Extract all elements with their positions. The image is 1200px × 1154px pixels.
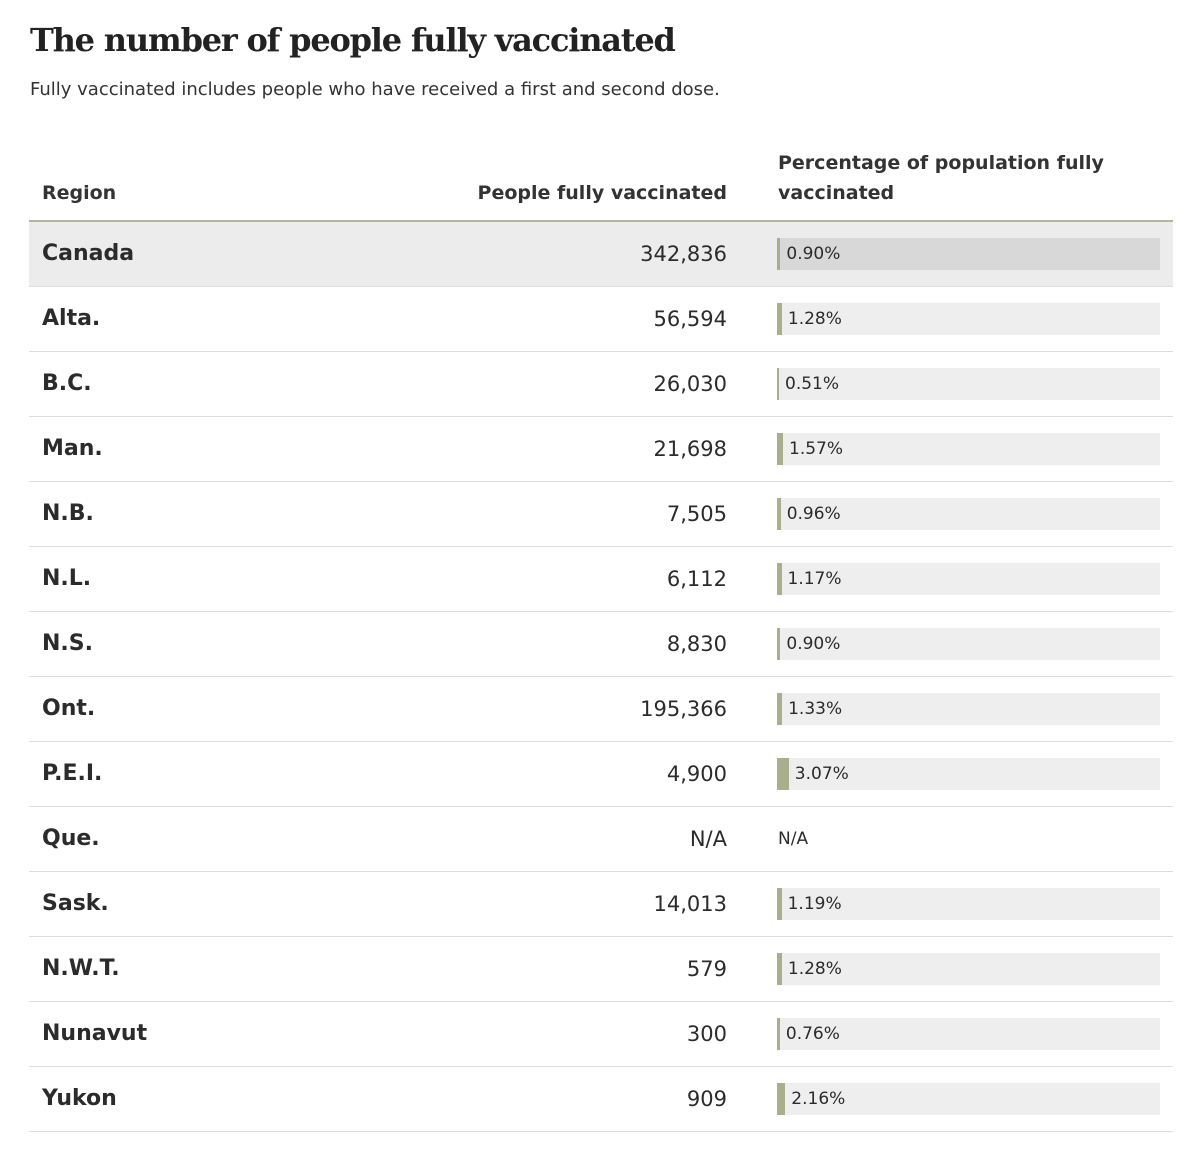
vaccination-table: Region People fully vaccinated Percentag… <box>29 140 1173 1132</box>
vaccinated-count: N/A <box>689 827 727 851</box>
region-name: Nunavut <box>42 1021 148 1046</box>
percentage-label: 1.57% <box>789 439 844 459</box>
percentage-bar-track: 0.90% <box>777 238 1160 270</box>
percentage-label: 1.28% <box>787 309 842 329</box>
percentage-bar <box>777 1083 786 1115</box>
percentage-label: 0.90% <box>786 634 841 654</box>
vaccinated-count: 14,013 <box>653 892 727 916</box>
vaccinated-count: 195,366 <box>640 697 727 721</box>
percentage-bar-track: 2.16% <box>777 1083 1160 1115</box>
percentage-label: 3.07% <box>794 764 849 784</box>
table-row: Que. N/A N/A <box>29 807 1173 872</box>
region-name: Que. <box>42 826 100 851</box>
region-name: B.C. <box>42 371 92 396</box>
region-name: Alta. <box>42 306 101 331</box>
percentage-bar <box>777 628 781 660</box>
region-name: Man. <box>42 436 103 461</box>
percentage-bar-track: 1.57% <box>777 433 1160 465</box>
table-row: Sask. 14,013 1.19% <box>29 872 1173 937</box>
vaccinated-count: 26,030 <box>653 372 727 396</box>
region-name: N.L. <box>42 566 92 591</box>
table-body: Canada 342,836 0.90% Alta. 56,594 1.28% B.C. 26… <box>29 222 1173 1132</box>
vaccinated-count: 7,505 <box>666 502 727 526</box>
vaccinated-count: 8,830 <box>666 632 727 656</box>
chart-title: The number of people fully vaccinated <box>30 21 676 59</box>
vaccinated-count: 4,900 <box>666 762 727 786</box>
table-row: P.E.I. 4,900 3.07% <box>29 742 1173 807</box>
table-row: Ont. 195,366 1.33% <box>29 677 1173 742</box>
vaccinated-count: 342,836 <box>640 242 727 266</box>
region-name: Yukon <box>42 1086 117 1111</box>
region-name: N.B. <box>42 501 94 526</box>
region-name: Canada <box>42 241 135 266</box>
percentage-bar <box>777 1018 780 1050</box>
percentage-bar-track: 1.19% <box>777 888 1160 920</box>
percentage-bar-track: 0.96% <box>777 498 1160 530</box>
header-people-fully-vaccinated: People fully vaccinated <box>477 182 727 204</box>
percentage-bar-track: 1.28% <box>777 953 1160 985</box>
vaccinated-count: 579 <box>686 957 727 981</box>
percentage-label: 0.90% <box>786 244 841 264</box>
table-row: Canada 342,836 0.90% <box>29 222 1173 287</box>
region-name: P.E.I. <box>42 761 103 786</box>
region-name: Ont. <box>42 696 96 721</box>
table-row: Man. 21,698 1.57% <box>29 417 1173 482</box>
percentage-bar <box>777 563 782 595</box>
vaccinated-count: 56,594 <box>653 307 727 331</box>
percentage-bar-track: 1.28% <box>777 303 1160 335</box>
region-name: Sask. <box>42 891 109 916</box>
percentage-label: 0.96% <box>786 504 841 524</box>
header-percentage-fully-vaccinated: Percentage of population fully vaccinate… <box>778 152 1104 204</box>
table-row: N.L. 6,112 1.17% <box>29 547 1173 612</box>
vaccinated-count: 300 <box>686 1022 727 1046</box>
percentage-bar-track: 0.90% <box>777 628 1160 660</box>
region-name: N.S. <box>42 631 93 656</box>
table-row: N.S. 8,830 0.90% <box>29 612 1173 677</box>
percentage-bar <box>777 433 783 465</box>
percentage-bar <box>777 693 783 725</box>
percentage-label: 2.16% <box>791 1089 846 1109</box>
table-row: Alta. 56,594 1.28% <box>29 287 1173 352</box>
percentage-bar <box>777 953 782 985</box>
table-row: B.C. 26,030 0.51% <box>29 352 1173 417</box>
percentage-label: 1.28% <box>787 959 842 979</box>
percentage-label: N/A <box>778 829 809 849</box>
percentage-bar <box>777 303 782 335</box>
percentage-bar <box>777 758 789 790</box>
percentage-bar <box>777 368 779 400</box>
table-row: N.W.T. 579 1.28% <box>29 937 1173 1002</box>
chart-subtitle: Fully vaccinated includes people who hav… <box>30 79 720 100</box>
table-row: Nunavut 300 0.76% <box>29 1002 1173 1067</box>
percentage-label: 0.76% <box>785 1024 840 1044</box>
percentage-bar <box>777 888 782 920</box>
vaccinated-count: 909 <box>686 1087 727 1111</box>
percentage-bar-track: 1.17% <box>777 563 1160 595</box>
percentage-label: 1.33% <box>788 699 843 719</box>
percentage-bar-track: 3.07% <box>777 758 1160 790</box>
table-row: Yukon 909 2.16% <box>29 1067 1173 1132</box>
percentage-bar <box>777 238 781 270</box>
percentage-bar-track: 0.51% <box>777 368 1160 400</box>
table-header: Region People fully vaccinated Percentag… <box>29 140 1173 222</box>
percentage-label: 1.17% <box>787 569 842 589</box>
header-region: Region <box>42 182 117 204</box>
region-name: N.W.T. <box>42 956 120 981</box>
vaccinated-count: 6,112 <box>666 567 727 591</box>
percentage-bar <box>777 498 781 530</box>
percentage-bar-track: 0.76% <box>777 1018 1160 1050</box>
percentage-label: 1.19% <box>787 894 842 914</box>
percentage-label: 0.51% <box>785 374 840 394</box>
vaccinated-count: 21,698 <box>653 437 727 461</box>
table-row: N.B. 7,505 0.96% <box>29 482 1173 547</box>
percentage-bar-track: 1.33% <box>777 693 1160 725</box>
